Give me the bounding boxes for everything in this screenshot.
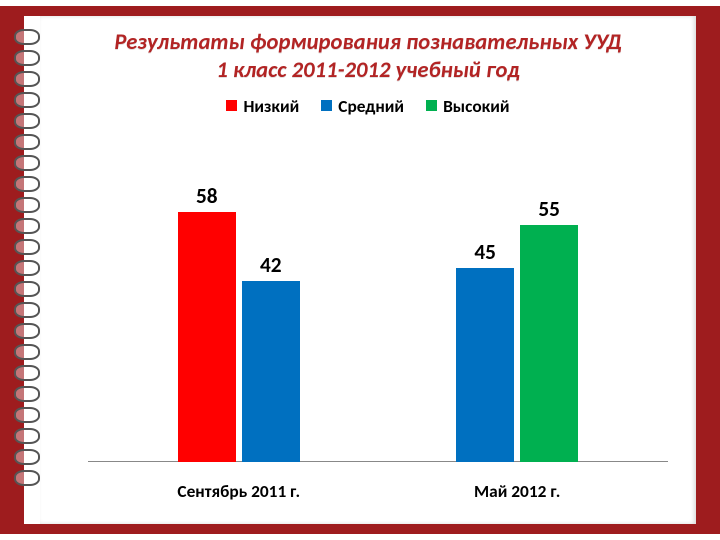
bar-value-label: 55 [538,196,560,222]
spiral-ring [14,176,40,192]
spiral-ring [14,344,40,360]
page: Результаты формирования познавательных У… [40,16,696,524]
spiral-ring [14,386,40,402]
spiral-ring [14,470,40,486]
legend-item: Низкий [226,95,299,117]
spiral-ring [14,92,40,108]
bar: 58 [178,212,236,462]
legend-label: Средний [338,95,404,117]
x-axis-baseline [88,461,668,462]
title-line-2: 1 класс 2011-2012 учебный год [60,56,676,84]
spiral-ring [14,50,40,66]
legend-swatch [321,100,332,111]
bar-group: 5842 [178,212,300,462]
spiral-ring [14,281,40,297]
bar-value-label: 42 [260,252,282,278]
spiral-ring [14,323,40,339]
bar-group: 4555 [456,225,578,462]
title-line-1: Результаты формирования познавательных У… [60,28,676,56]
x-axis-category-label: Май 2012 г. [474,480,560,502]
bar: 55 [520,225,578,462]
bar: 42 [242,281,300,462]
spiral-ring [14,428,40,444]
notebook-cover-bottom [0,524,720,534]
spiral-ring [14,239,40,255]
legend-item: Средний [321,95,404,117]
bar-chart: 58424555 Сентябрь 2011 г.Май 2012 г. [88,134,668,474]
chart-legend: Низкий Средний Высокий [40,95,696,117]
spiral-ring [14,302,40,318]
slide-title: Результаты формирования познавательных У… [40,16,696,89]
spiral-ring [14,260,40,276]
spiral-ring [14,218,40,234]
spiral-ring [14,113,40,129]
spiral-ring [14,407,40,423]
spiral-ring [14,134,40,150]
bar: 45 [456,268,514,462]
notebook-cover-right [696,6,720,534]
notebook-cover-top [0,6,720,16]
bar-value-label: 58 [196,183,218,209]
spiral-ring [14,197,40,213]
legend-item: Высокий [426,95,509,117]
spiral-ring [14,449,40,465]
legend-label: Низкий [243,95,299,117]
plot-area: 58424555 [88,160,668,462]
spiral-ring [14,365,40,381]
legend-swatch [426,100,437,111]
spiral-ring [14,29,40,45]
legend-label: Высокий [443,95,509,117]
bar-value-label: 45 [474,239,496,265]
spiral-ring [14,155,40,171]
spiral-binding [14,24,42,516]
x-axis-category-label: Сентябрь 2011 г. [177,480,300,502]
x-axis-labels: Сентябрь 2011 г. Май 2012 г. [88,480,668,504]
spiral-ring [14,71,40,87]
legend-swatch [226,100,237,111]
